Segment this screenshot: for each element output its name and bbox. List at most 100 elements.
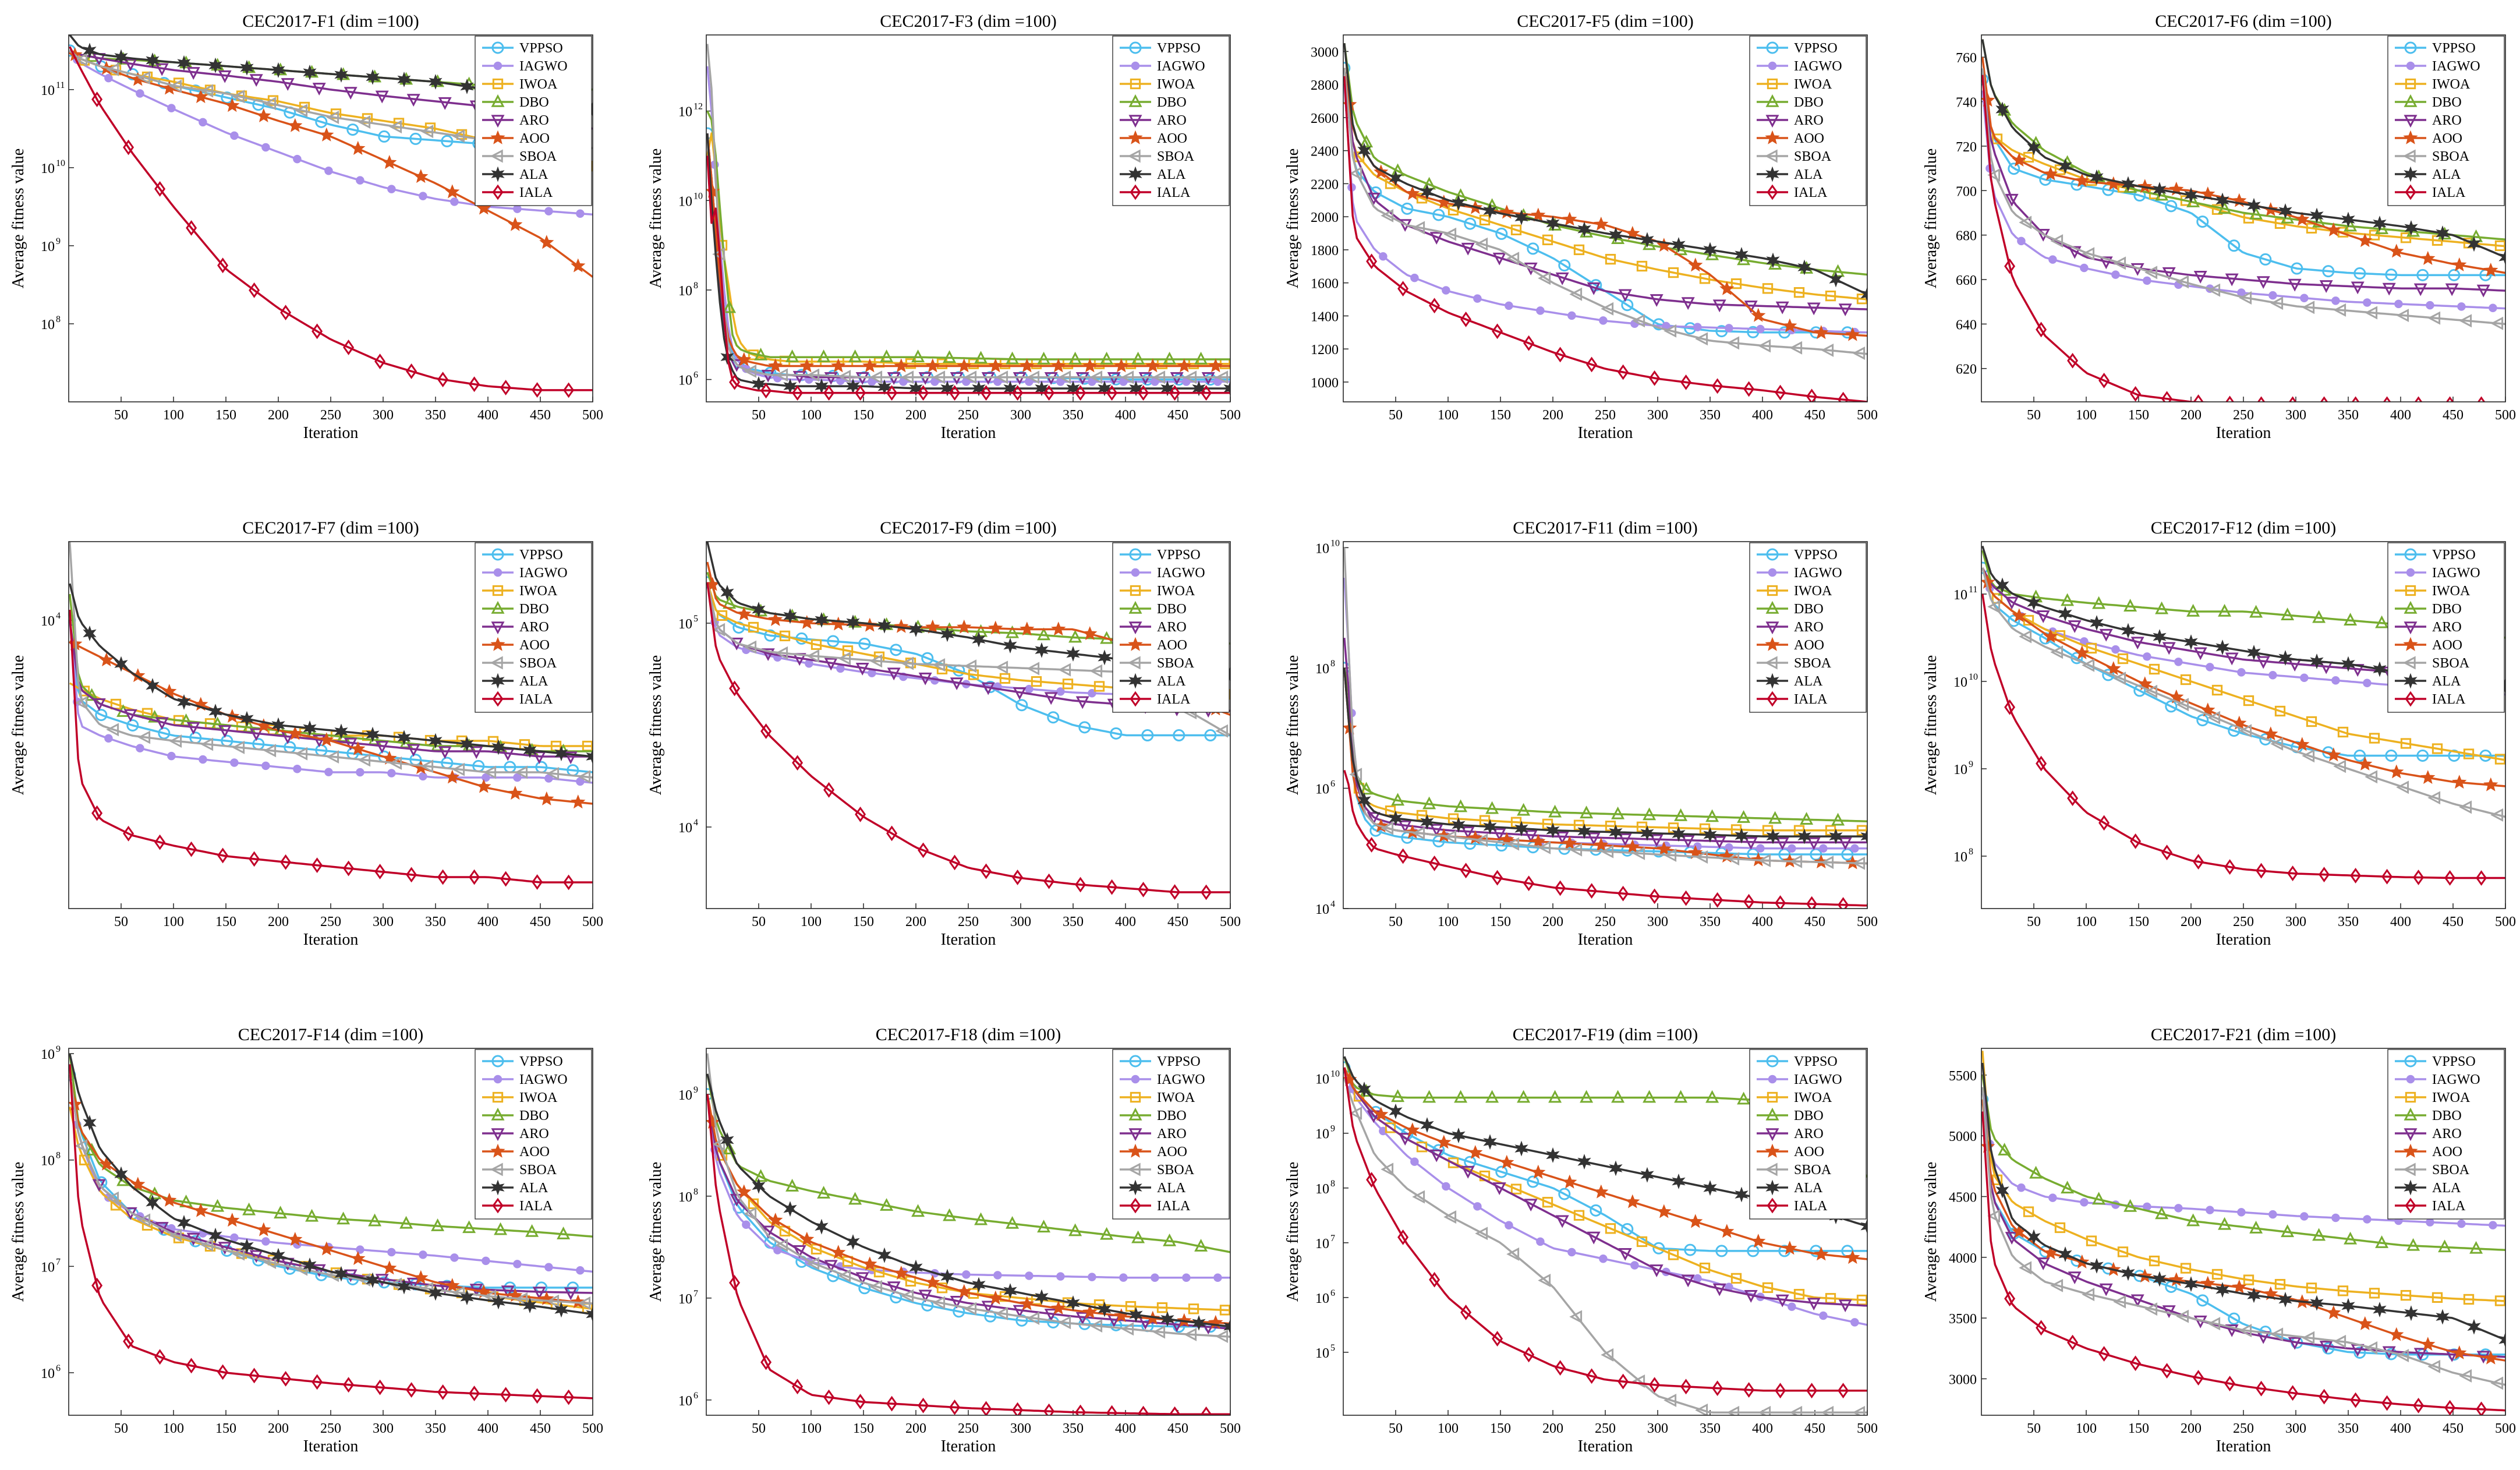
marker-sboa — [1089, 664, 1103, 678]
marker-aro — [2162, 1305, 2176, 1319]
marker-iala — [1201, 884, 1212, 900]
marker-ala — [554, 1302, 568, 1318]
x-tick-label: 450 — [1804, 914, 1825, 930]
marker-iala — [1201, 1406, 1212, 1415]
x-axis-label: Iteration — [941, 1437, 996, 1455]
marker-aro — [532, 751, 546, 764]
legend-label-iala: IALA — [1794, 692, 1828, 707]
marker-aoo — [1531, 1164, 1546, 1179]
marker-iala — [918, 1397, 929, 1414]
marker-iala — [2004, 699, 2016, 715]
x-tick-label: 350 — [1063, 914, 1084, 930]
marker-ala — [1860, 828, 1867, 844]
legend-label-aoo: AOO — [519, 638, 550, 653]
legend-marker-sboa — [490, 1162, 503, 1176]
marker-iala — [2193, 1370, 2204, 1386]
marker-sboa — [75, 1139, 88, 1153]
marker-sboa — [2270, 1327, 2284, 1341]
marker-dbo — [2312, 1228, 2326, 1241]
marker-ala — [1066, 1295, 1080, 1312]
y-tick-exponent: 8 — [56, 1151, 61, 1161]
marker-iagwo — [2237, 1208, 2246, 1217]
marker-iala — [343, 340, 355, 355]
y-axis-label: Average fitness value — [9, 149, 27, 289]
legend-marker-sboa — [1764, 656, 1778, 670]
marker-aro — [312, 1264, 326, 1277]
marker-aro — [2162, 642, 2176, 655]
series-group — [1981, 39, 2505, 402]
marker-vppso — [2416, 268, 2429, 281]
marker-aro — [1681, 835, 1695, 848]
y-axis-label: Average fitness value — [9, 655, 27, 796]
marker-aro — [1712, 1283, 1726, 1296]
marker-iagwo — [2363, 679, 2372, 687]
y-tick-label: 1000 — [1311, 376, 1339, 391]
marker-dbo — [2186, 1213, 2200, 1227]
marker-iala — [343, 1377, 355, 1393]
marker-sboa — [1184, 370, 1197, 384]
marker-ala — [114, 656, 128, 672]
marker-iwoa — [2369, 733, 2380, 744]
y-tick-exponent: 4 — [1330, 899, 1335, 909]
marker-aro — [2162, 267, 2176, 280]
legend-label-dbo: DBO — [1157, 95, 1187, 110]
x-tick-label: 250 — [958, 1421, 979, 1436]
marker-aoo — [1208, 358, 1223, 373]
x-tick-label: 350 — [2338, 1421, 2359, 1436]
marker-sboa — [106, 1191, 119, 1205]
marker-aoo — [1845, 1250, 1860, 1264]
y-tick-label: 10 — [41, 161, 55, 176]
marker-iala — [2098, 1346, 2110, 1362]
marker-iwoa — [2463, 1294, 2475, 1305]
y-tick-label: 4500 — [1949, 1190, 1977, 1206]
marker-ala — [1420, 184, 1434, 200]
marker-dbo — [1674, 1090, 1688, 1103]
marker-iagwo — [1119, 1273, 1128, 1282]
marker-dbo — [557, 1227, 571, 1239]
marker-iwoa — [2274, 705, 2286, 717]
legend-marker-ala — [1765, 1179, 1779, 1196]
series-line-sboa — [1981, 567, 2505, 818]
marker-aro — [2225, 1324, 2239, 1337]
marker-ala — [2341, 1298, 2355, 1314]
marker-iagwo — [2489, 1221, 2497, 1229]
marker-aro — [824, 658, 838, 671]
marker-iagwo — [993, 1271, 1002, 1280]
marker-ala — [846, 614, 860, 631]
y-tick-label: 720 — [1956, 140, 1977, 155]
legend-marker-iwoa — [1767, 1091, 1778, 1103]
marker-vppso — [1078, 721, 1091, 734]
marker-sboa — [2144, 1302, 2158, 1316]
series-line-sboa — [1343, 68, 1867, 355]
marker-sboa — [1027, 1311, 1040, 1325]
marker-aoo — [2169, 689, 2184, 704]
marker-iwoa — [1991, 133, 2003, 144]
legend-label-vppso: VPPSO — [519, 547, 563, 563]
marker-aoo — [957, 358, 972, 373]
marker-dbo — [1037, 1220, 1051, 1233]
y-tick-exponent: 6 — [693, 370, 698, 380]
series-line-aoo — [1343, 68, 1867, 337]
legend-label-dbo: DBO — [2432, 602, 2462, 617]
marker-ala — [909, 621, 923, 638]
marker-dbo — [1163, 1233, 1177, 1246]
series-line-aoo — [1343, 1067, 1867, 1260]
marker-ala — [2278, 1291, 2292, 1308]
marker-aoo — [1751, 1234, 1766, 1248]
marker-dbo — [2249, 1221, 2263, 1234]
legend-label-iala: IALA — [2432, 185, 2466, 200]
marker-iwoa — [2337, 726, 2349, 738]
marker-aro — [1461, 242, 1475, 256]
marker-vppso — [1715, 1245, 1728, 1257]
legend-marker-vppso — [1766, 548, 1779, 561]
marker-aro — [1555, 1215, 1569, 1228]
series-line-dbo — [1343, 43, 1867, 276]
legend-label-iwoa: IWOA — [2432, 77, 2471, 92]
marker-ala — [1995, 1182, 2009, 1199]
legend-label-aoo: AOO — [519, 1144, 550, 1160]
x-tick-label: 200 — [268, 1421, 289, 1436]
marker-iala — [406, 363, 417, 379]
marker-ala — [1357, 792, 1371, 808]
legend-label-aro: ARO — [1794, 1126, 1824, 1142]
marker-iala — [374, 1379, 386, 1395]
